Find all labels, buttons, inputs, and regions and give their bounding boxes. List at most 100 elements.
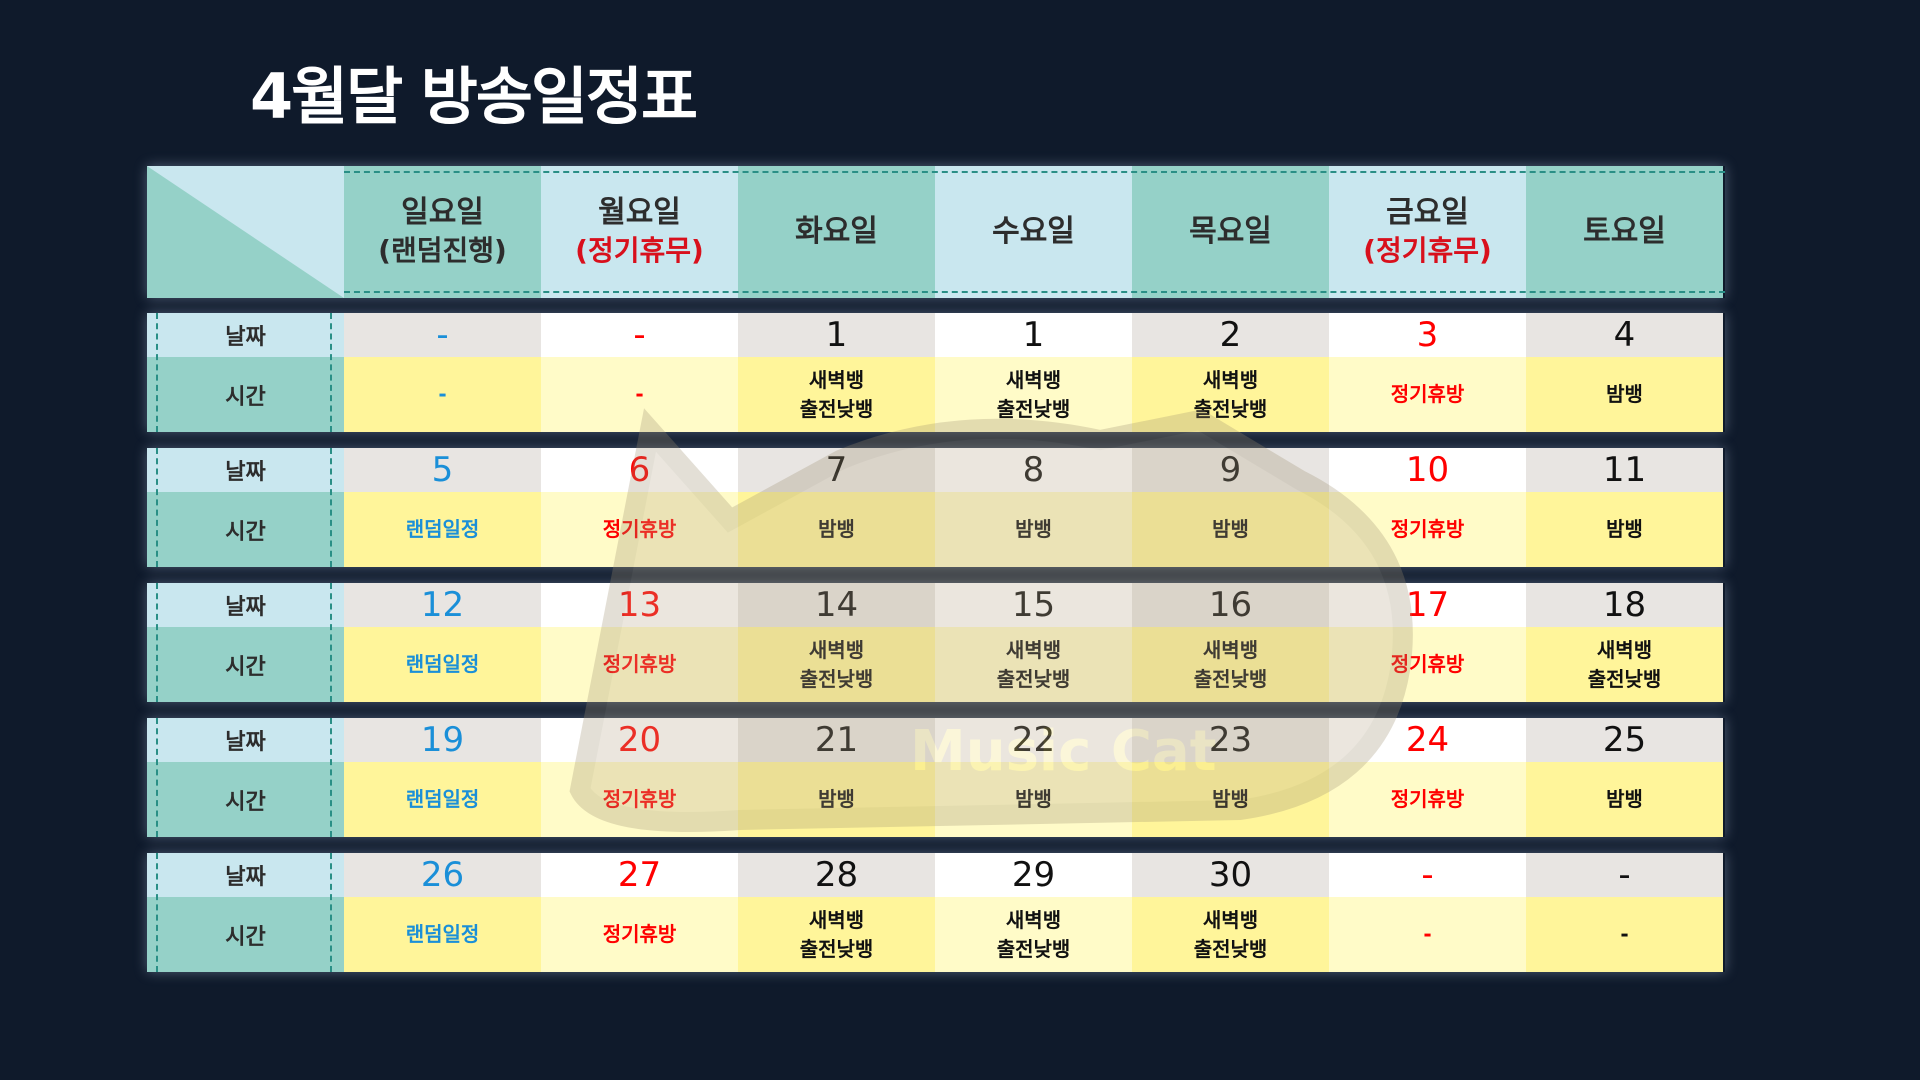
broadcast-time: 새벽뱅 출전낮뱅 [1132,627,1329,702]
schedule-line: 출전낮뱅 [996,396,1071,421]
schedule-line: 새벽뱅 [1005,367,1062,392]
date-number: 19 [344,718,541,762]
day-cell: 7 밤뱅 [738,448,935,567]
day-cell: 13 정기휴방 [541,583,738,702]
day-cell: 8 밤뱅 [935,448,1132,567]
schedule-line: 출전낮뱅 [799,666,874,691]
date-number: 1 [935,313,1132,357]
date-number: 22 [935,718,1132,762]
week-row: 날짜 시간 - - - -1 새벽뱅 출전낮뱅 1 새벽뱅 출전낮뱅 2 새벽뱅 출전낮뱅 3 정기휴방 4 밤뱅 [147,313,1725,432]
day-cell: 1 새벽뱅 출전낮뱅 [738,313,935,432]
schedule-line: 새벽뱅 [1202,367,1259,392]
day-name: 목요일 [1189,214,1272,249]
date-number: 5 [344,448,541,492]
day-name: 월요일 [598,195,681,230]
day-cell: 30 새벽뱅 출전낮뱅 [1132,853,1329,972]
day-cell: 21 밤뱅 [738,718,935,837]
day-cell: -- [541,313,738,432]
broadcast-time: 밤뱅 [1526,357,1723,432]
date-number: 18 [1526,583,1723,627]
date-number: 12 [344,583,541,627]
time-label: 시간 [147,897,344,972]
schedule-line: 출전낮뱅 [1193,666,1268,691]
schedule-line: 정기휴방 [1390,652,1465,676]
schedule-line: - [635,382,644,406]
day-cell: 16 새벽뱅 출전낮뱅 [1132,583,1329,702]
day-cell: 11 밤뱅 [1526,448,1723,567]
day-note: (정기휴무) [575,234,704,267]
row-labels: 날짜 시간 [147,448,344,567]
broadcast-time: 랜덤일정 [344,897,541,972]
header-day-1: 월요일 (정기휴무) [541,166,738,298]
schedule-line: - [1620,922,1629,946]
header-day-3: 수요일 [935,166,1132,298]
header-day-6: 토요일 [1526,166,1723,298]
schedule-line: 출전낮뱅 [1587,666,1662,691]
schedule-line: 랜덤일정 [405,922,480,946]
schedule-line: 정기휴방 [1390,517,1465,541]
date-number: - [344,313,541,357]
day-cell: -- [344,313,541,432]
schedule-line: 밤뱅 [1606,382,1643,406]
day-cell: 22 밤뱅 [935,718,1132,837]
week-row: 날짜 시간 12 랜덤일정 13 정기휴방 14 새벽뱅 출전낮뱅 15 새벽뱅 출전낮뱅 16 새벽뱅 출… [147,583,1725,702]
broadcast-time: 정기휴방 [1329,762,1526,837]
schedule-line: 새벽뱅 [808,367,865,392]
broadcast-time: 정기휴방 [541,897,738,972]
broadcast-time: - [541,357,738,432]
broadcast-time: 밤뱅 [1526,492,1723,567]
schedule-line: - [1423,922,1432,946]
date-number: 14 [738,583,935,627]
schedule-line: 정기휴방 [602,652,677,676]
schedule-line: 새벽뱅 [1005,637,1062,662]
date-number: 8 [935,448,1132,492]
date-number: 17 [1329,583,1526,627]
date-label: 날짜 [147,313,344,357]
day-cell: 25 밤뱅 [1526,718,1723,837]
broadcast-time: 밤뱅 [738,762,935,837]
day-name: 금요일 [1386,195,1469,230]
schedule-line: 정기휴방 [1390,382,1465,406]
week-row: 날짜 시간 26 랜덤일정 27 정기휴방 28 새벽뱅 출전낮뱅 29 새벽뱅 출전낮뱅 30 새벽뱅 출… [147,853,1725,972]
day-name: 토요일 [1583,214,1666,249]
day-cell: 17 정기휴방 [1329,583,1526,702]
schedule-line: 새벽뱅 [1596,637,1653,662]
schedule-line: 밤뱅 [1015,517,1052,541]
broadcast-time: - [1526,897,1723,972]
schedule-line: 새벽뱅 [808,637,865,662]
date-label: 날짜 [147,853,344,897]
date-number: 29 [935,853,1132,897]
broadcast-time: - [1329,897,1526,972]
date-number: 1 [738,313,935,357]
schedule-line: 출전낮뱅 [996,666,1071,691]
day-cell: 2 새벽뱅 출전낮뱅 [1132,313,1329,432]
date-number: 15 [935,583,1132,627]
date-number: 13 [541,583,738,627]
schedule-line: 밤뱅 [1212,517,1249,541]
broadcast-time: 새벽뱅 출전낮뱅 [738,357,935,432]
schedule-line: 랜덤일정 [405,517,480,541]
broadcast-time: 밤뱅 [935,492,1132,567]
schedule-line: 정기휴방 [602,517,677,541]
day-cell: 26 랜덤일정 [344,853,541,972]
date-number: 3 [1329,313,1526,357]
schedule-line: 새벽뱅 [808,907,865,932]
day-name: 수요일 [992,214,1075,249]
schedule-line: 밤뱅 [1015,787,1052,811]
date-number: 4 [1526,313,1723,357]
broadcast-time: 정기휴방 [1329,627,1526,702]
broadcast-time: 랜덤일정 [344,492,541,567]
broadcast-time: 랜덤일정 [344,627,541,702]
broadcast-time: 랜덤일정 [344,762,541,837]
date-number: 16 [1132,583,1329,627]
day-cell: -- [1526,853,1723,972]
day-cell: 24 정기휴방 [1329,718,1526,837]
day-cell: 27 정기휴방 [541,853,738,972]
schedule-line: 출전낮뱅 [996,936,1071,961]
schedule-line: 밤뱅 [818,787,855,811]
header-corner-diagonal [147,166,344,298]
broadcast-time: - [344,357,541,432]
